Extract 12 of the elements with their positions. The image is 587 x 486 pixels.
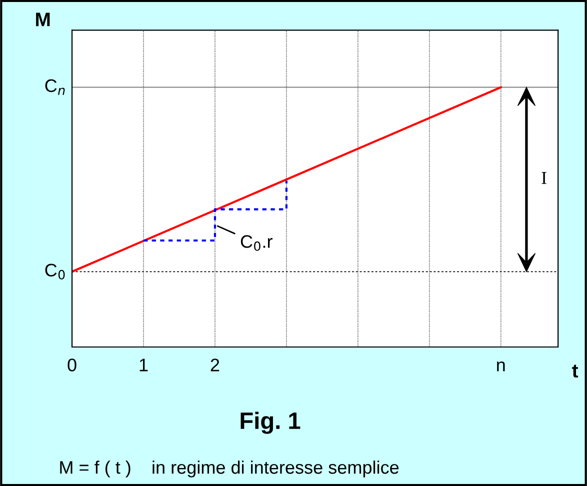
ref-line-label: C$_{n}$ [45, 79, 65, 95]
x-axis-title: t [572, 364, 578, 378]
x-tick-label: 1 [140, 358, 148, 372]
text: Fig. 1 [240, 412, 300, 434]
ref-line-label: C$_{0}$ [45, 264, 65, 280]
x-tick-label: n [497, 361, 505, 372]
x-tick-label: 2 [210, 358, 220, 372]
annotation: I [542, 172, 546, 184]
text: M = f ( t ) in regime di interesse semplice [60, 460, 399, 478]
y-axis-title: M [36, 12, 50, 26]
annotation: C$_{0}$.r [240, 235, 272, 251]
x-tick-label: 0 [68, 358, 76, 372]
